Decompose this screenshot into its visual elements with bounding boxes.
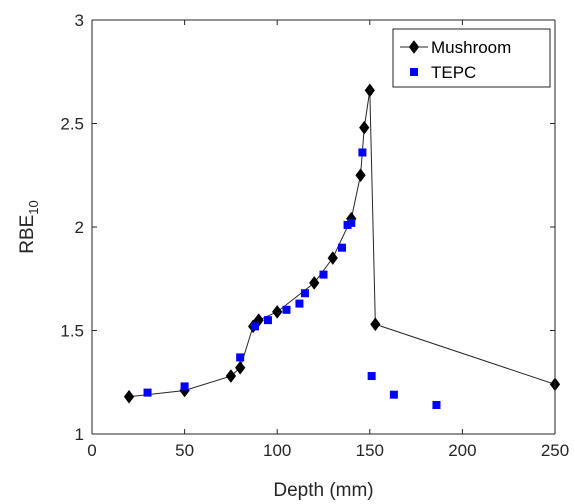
legend-label-tepc: TEPC [431,63,476,82]
y-axis-label: RBE10 [17,200,41,254]
data-point-tepc [389,390,398,399]
data-point-tepc [180,382,189,391]
data-point-mushroom [355,168,366,183]
data-point-mushroom [327,251,338,265]
x-tick-label: 100 [263,441,291,460]
data-point-tepc [358,148,367,157]
data-point-tepc [300,289,309,298]
data-point-tepc [367,372,376,381]
plot-background [92,20,555,434]
x-tick-label: 200 [448,441,476,460]
data-point-tepc [143,388,152,397]
data-point-mushroom [370,317,381,332]
y-tick-label: 3 [75,11,84,30]
y-tick-label: 2 [75,218,84,237]
data-point-mushroom [234,360,246,375]
data-point-mushroom [309,275,320,290]
axes-layer: 0 50 100 150 200 250 1 1.5 2 2.5 3 [60,11,569,460]
data-point-tepc [319,270,328,279]
data-point-mushroom [359,120,370,135]
x-tick-label: 50 [175,441,194,460]
series-tepc [143,148,441,410]
data-point-tepc [263,316,272,325]
legend: Mushroom TEPC [392,28,551,88]
data-point-mushroom [272,304,283,319]
y-axis-label-main: RBE [17,215,38,254]
svg-text:RBE10: RBE10 [17,200,41,254]
legend-box [392,28,551,88]
series-layer [123,83,561,410]
x-tick-label: 0 [87,441,96,460]
plot-area [92,20,555,434]
data-point-tepc [338,243,347,252]
legend-label-mushroom: Mushroom [431,38,511,57]
y-tick-label: 1.5 [60,322,84,341]
y-tick-label: 1 [75,425,84,444]
x-tick-label: 150 [356,441,384,460]
x-tick-label: 250 [541,441,569,460]
data-point-tepc [295,299,304,308]
x-axis-label: Depth (mm) [273,480,373,501]
y-axis-label-subscript: 10 [26,200,41,214]
y-tick-label: 2.5 [60,115,84,134]
legend-item-tepc: TEPC [410,63,476,82]
data-point-tepc [250,322,259,331]
data-point-tepc [236,353,245,362]
data-point-tepc [347,218,356,227]
legend-item-mushroom: Mushroom [400,38,511,57]
series-mushroom [123,83,561,404]
data-point-mushroom [225,369,237,383]
legend-marker-mushroom [408,40,420,54]
data-point-tepc [432,401,441,410]
data-point-mushroom [123,389,135,404]
legend-marker-tepc [410,68,418,76]
data-point-tepc [282,305,291,314]
data-point-mushroom [364,83,375,98]
